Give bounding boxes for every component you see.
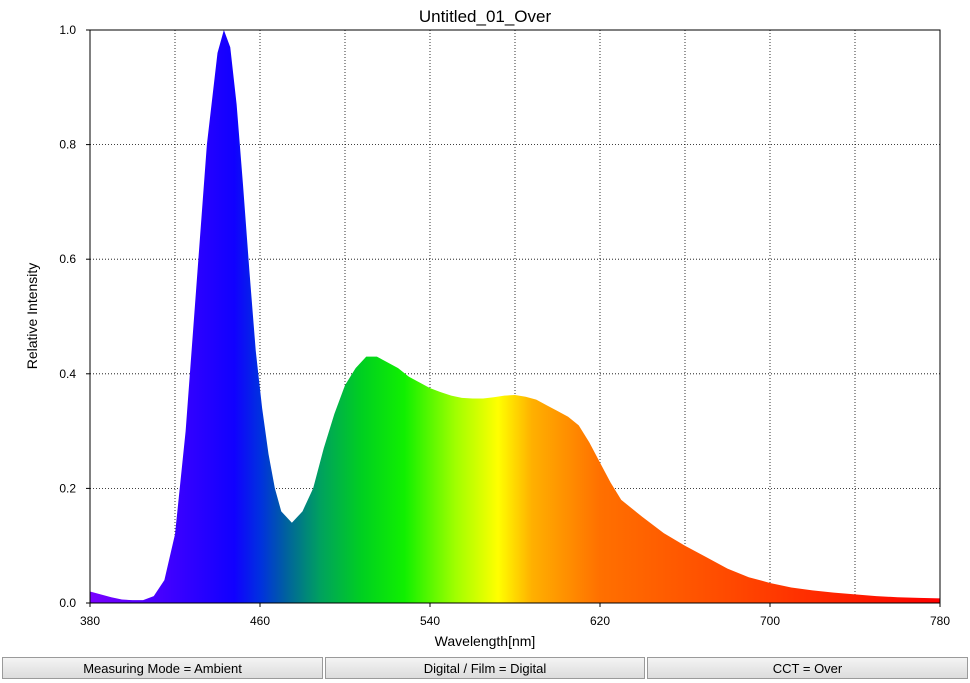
digital-film-status: Digital / Film = Digital (325, 657, 645, 679)
y-tick-label: 0.8 (59, 138, 76, 152)
x-tick-label: 380 (80, 614, 100, 628)
spectrum-area (90, 30, 940, 603)
y-tick-label: 0.2 (59, 481, 76, 495)
x-axis-label: Wavelength[nm] (435, 633, 536, 649)
y-tick-label: 0.0 (59, 596, 76, 610)
spectrum-chart: 380 460 540 620 700 780 0.0 0.2 0.4 0.6 0.8 1.0 Unt… (24, 7, 950, 649)
y-tick-label: 1.0 (59, 23, 76, 37)
measuring-mode-status: Measuring Mode = Ambient (2, 657, 323, 679)
axis-ticks: 380 460 540 620 700 780 0.0 0.2 0.4 0.6 0.8 1.0 (59, 23, 950, 628)
x-tick-label: 780 (930, 614, 950, 628)
y-axis-label: Relative Intensity (24, 263, 40, 370)
y-tick-label: 0.6 (59, 252, 76, 266)
plot-frame (89, 29, 941, 604)
cct-status: CCT = Over (647, 657, 968, 679)
x-tick-label: 700 (760, 614, 780, 628)
chart-title: Untitled_01_Over (419, 7, 552, 26)
x-tick-label: 460 (250, 614, 270, 628)
status-bar: Measuring Mode = Ambient Digital / Film … (2, 657, 968, 681)
y-tick-label: 0.4 (59, 367, 76, 381)
x-tick-label: 620 (590, 614, 610, 628)
x-tick-label: 540 (420, 614, 440, 628)
